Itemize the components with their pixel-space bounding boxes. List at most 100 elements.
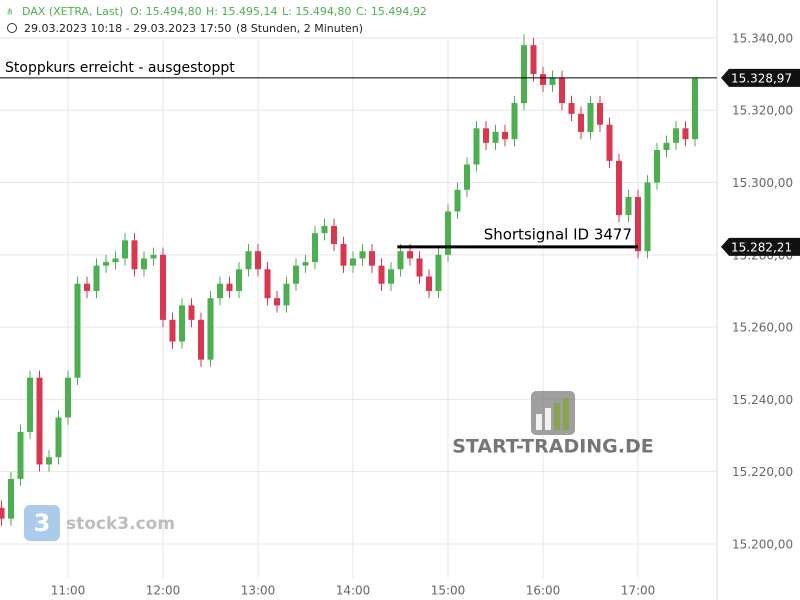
candle-body bbox=[226, 283, 233, 291]
candle-body bbox=[17, 431, 24, 479]
candle-body bbox=[8, 478, 14, 519]
candle-body bbox=[416, 258, 423, 277]
candle-body bbox=[340, 243, 347, 266]
candle-body bbox=[84, 283, 90, 291]
candle-body bbox=[169, 319, 176, 342]
logo-bar bbox=[545, 408, 551, 430]
logo-bar bbox=[563, 398, 569, 430]
candle-body bbox=[0, 507, 5, 519]
candle-body bbox=[407, 251, 413, 259]
candle-body bbox=[530, 45, 537, 75]
x-tick-label: 12:00 bbox=[146, 584, 181, 598]
candle-body bbox=[397, 251, 404, 270]
candle-body bbox=[635, 196, 641, 252]
candle-body bbox=[160, 254, 166, 320]
price-tag bbox=[721, 68, 800, 87]
price-tag-label: 15.328,97 bbox=[731, 71, 792, 85]
ohlc-open: O: 15.494,80 bbox=[130, 5, 202, 18]
candle-body bbox=[625, 196, 632, 216]
overlay: Stoppkurs erreicht - ausgestoppt 15.328,9… bbox=[0, 60, 800, 256]
candle-body bbox=[27, 377, 33, 432]
candle-body bbox=[654, 150, 660, 183]
x-tick-label: 16:00 bbox=[526, 584, 561, 598]
price-tag-label: 15.282,21 bbox=[731, 240, 792, 254]
candle-body bbox=[464, 164, 470, 190]
x-tick-label: 15:00 bbox=[431, 584, 466, 598]
ohlc-high: H: 15.495,14 bbox=[206, 5, 277, 18]
candle-body bbox=[302, 262, 309, 266]
y-tick-label: 15.200,00 bbox=[732, 537, 793, 551]
candle-body bbox=[55, 417, 62, 458]
candle-body bbox=[692, 77, 698, 140]
logo-bar bbox=[554, 403, 560, 430]
header-icon: ⋔ bbox=[6, 8, 14, 18]
candle-body bbox=[131, 240, 138, 270]
candle-body bbox=[521, 45, 527, 104]
candle-body bbox=[587, 103, 594, 132]
candle-body bbox=[559, 77, 565, 104]
ohlc-low: L: 15.494,80 bbox=[282, 5, 351, 18]
signal-label: Shortsignal ID 3477 bbox=[484, 225, 632, 243]
candle-body bbox=[454, 189, 461, 212]
duration: (8 Stunden, 2 Minuten) bbox=[236, 22, 363, 35]
candle-body bbox=[644, 182, 651, 252]
candle-body bbox=[682, 128, 689, 140]
y-tick-label: 15.300,00 bbox=[732, 176, 793, 190]
candle-body bbox=[245, 251, 252, 270]
candle-body bbox=[549, 77, 556, 85]
candle-body bbox=[293, 265, 299, 284]
candle-body bbox=[350, 258, 356, 266]
candle-body bbox=[445, 211, 451, 255]
candle-body bbox=[93, 265, 100, 291]
candle-body bbox=[46, 457, 52, 465]
y-tick-label: 15.220,00 bbox=[732, 465, 793, 479]
candle-body bbox=[179, 305, 185, 342]
candle-body bbox=[188, 305, 195, 320]
candle-body bbox=[236, 269, 242, 291]
candle-body bbox=[435, 254, 442, 291]
candle-body bbox=[483, 128, 489, 143]
x-tick-label: 14:00 bbox=[336, 584, 371, 598]
price-tag bbox=[721, 237, 800, 256]
clock-icon bbox=[7, 23, 17, 33]
x-tick-label: 11:00 bbox=[51, 584, 86, 598]
stock3-logo: 3 stock3.com bbox=[24, 505, 175, 541]
candle-body bbox=[673, 128, 679, 143]
candle-body bbox=[369, 251, 375, 266]
ohlc-close: C: 15.494,92 bbox=[356, 5, 427, 18]
instrument: DAX (XETRA, Last) bbox=[22, 5, 123, 18]
candle-body bbox=[112, 258, 119, 263]
candle-body bbox=[74, 283, 81, 378]
candle-body bbox=[321, 225, 328, 234]
y-tick-label: 15.340,00 bbox=[732, 31, 793, 45]
start-trading-logo: START-TRADING.DE bbox=[452, 391, 654, 458]
candle-body bbox=[264, 269, 271, 299]
watermark-text: START-TRADING.DE bbox=[452, 436, 654, 458]
candle-body bbox=[150, 254, 157, 259]
logo-box bbox=[24, 505, 60, 541]
candle-body bbox=[616, 160, 622, 216]
time-range: 29.03.2023 10:18 - 29.03.2023 17:50 bbox=[24, 22, 231, 35]
watermark-text: stock3.com bbox=[66, 514, 175, 534]
candle-body bbox=[502, 131, 508, 140]
stop-label: Stoppkurs erreicht - ausgestoppt bbox=[5, 60, 235, 76]
y-tick-label: 15.260,00 bbox=[732, 321, 793, 335]
x-tick-label: 17:00 bbox=[621, 584, 656, 598]
candle-body bbox=[511, 103, 518, 140]
candle-body bbox=[65, 377, 71, 418]
candle-body bbox=[141, 258, 147, 270]
candle-body bbox=[378, 265, 385, 284]
candle-body bbox=[473, 128, 480, 165]
candle-body bbox=[568, 103, 575, 114]
candle-body bbox=[359, 251, 366, 259]
candle-body bbox=[606, 124, 613, 161]
candle-body bbox=[597, 103, 603, 125]
candle-body bbox=[198, 319, 204, 360]
candle-body bbox=[492, 131, 499, 143]
y-tick-label: 15.240,00 bbox=[732, 393, 793, 407]
y-tick-label: 15.320,00 bbox=[732, 104, 793, 118]
candle-body bbox=[36, 377, 43, 465]
